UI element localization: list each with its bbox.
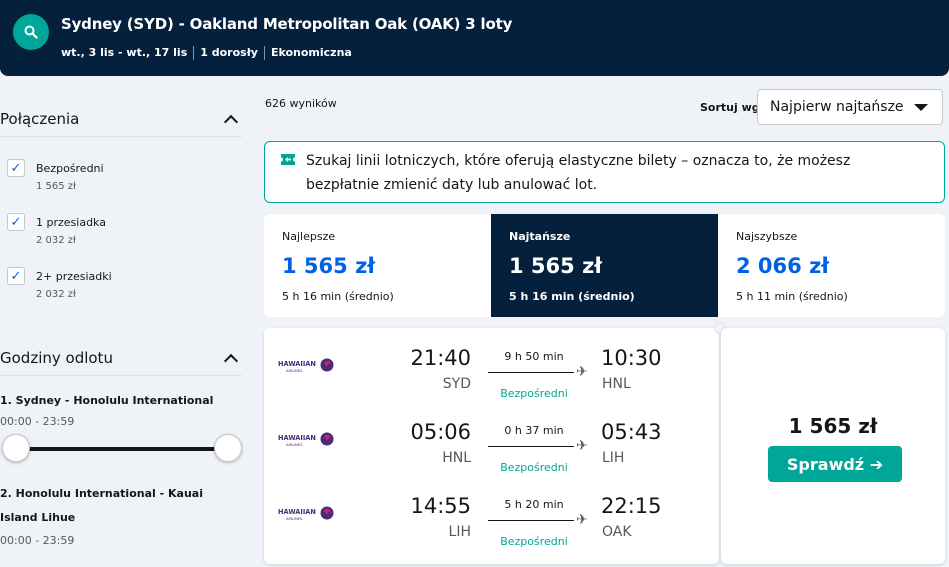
flight-leg: HAWAIIAN AIRLINES. 05:06 HNL 0 h 37 min … xyxy=(264,414,719,474)
stops-option-price: 2 032 zł xyxy=(36,235,76,246)
time-range-slider[interactable] xyxy=(0,434,242,464)
time-filter-leg-label: 1. Sydney - Honolulu International xyxy=(0,394,214,407)
arrival-time: 10:30 xyxy=(601,346,662,370)
arrival-time: 05:43 xyxy=(601,420,662,444)
one-stop-checkbox[interactable]: ✓ xyxy=(7,213,25,231)
arrival-airport: OAK xyxy=(602,524,632,540)
time-filter-leg-1: 1. Sydney - Honolulu International 00:00… xyxy=(0,394,242,464)
slider-track xyxy=(14,447,228,451)
departure-times-title: Godziny odlotu xyxy=(0,349,113,367)
flight-leg: HAWAIIAN AIRLINES. 14:55 LIH 5 h 20 min … xyxy=(264,488,719,548)
stops-option-label: 1 przesiadka xyxy=(36,216,106,229)
svg-text:AIRLINES.: AIRLINES. xyxy=(286,443,303,447)
departure-time: 14:55 xyxy=(410,494,471,518)
sort-selected-value: Najpierw najtańsze xyxy=(770,99,904,115)
tab-avg-time: 5 h 11 min (średnio) xyxy=(736,290,848,303)
departure-time: 21:40 xyxy=(410,346,471,370)
arrival-airport: HNL xyxy=(602,376,631,392)
tab-price: 1 565 zł xyxy=(282,254,376,278)
route-title[interactable]: Sydney (SYD) - Oakland Metropolitan Oak … xyxy=(61,15,513,33)
slider-max-handle[interactable] xyxy=(214,434,242,462)
svg-text:HAWAIIAN: HAWAIIAN xyxy=(278,360,316,368)
svg-text:AIRLINES.: AIRLINES. xyxy=(286,369,303,373)
banner-text: Szukaj linii lotniczych, które oferują e… xyxy=(306,153,851,193)
ticket-icon xyxy=(281,154,295,165)
tab-avg-time: 5 h 16 min (średnio) xyxy=(282,290,394,303)
plane-icon: ✈ xyxy=(576,512,588,528)
svg-text:AIRLINES.: AIRLINES. xyxy=(286,517,303,521)
tab-name: Najszybsze xyxy=(736,230,798,243)
chevron-up-icon[interactable] xyxy=(223,114,239,130)
slider-min-handle[interactable] xyxy=(2,434,30,462)
stops-option-price: 1 565 zł xyxy=(36,181,76,192)
departure-time: 05:06 xyxy=(410,420,471,444)
time-filter-range: 00:00 - 23:59 xyxy=(0,415,75,428)
tab-name: Najlepsze xyxy=(282,230,336,243)
stops-info: Bezpośredni xyxy=(500,461,568,474)
route-meta: wt., 3 lis - wt., 17 lis 1 dorosły Ekono… xyxy=(61,46,358,60)
svg-text:HAWAIIAN: HAWAIIAN xyxy=(278,434,316,442)
two-plus-checkbox[interactable]: ✓ xyxy=(7,267,25,285)
flight-duration: 5 h 20 min xyxy=(504,498,564,511)
plane-icon: ✈ xyxy=(576,438,588,454)
route-line xyxy=(488,372,574,373)
stops-option-label: 2+ przesiadki xyxy=(36,270,112,283)
stops-option-one-stop[interactable]: ✓ 1 przesiadka 2 032 zł xyxy=(0,213,242,267)
departure-airport: LIH xyxy=(448,524,471,540)
ticket-itinerary[interactable]: HAWAIIAN AIRLINES. 21:40 SYD 9 h 50 min … xyxy=(264,328,719,564)
chevron-up-icon[interactable] xyxy=(223,353,239,369)
tab-price: 2 066 zł xyxy=(736,254,830,278)
filters-sidebar: Połączenia ✓ Bezpośredni 1 565 zł ✓ 1 pr… xyxy=(0,96,242,547)
departure-times-header[interactable]: Godziny odlotu xyxy=(0,349,242,376)
cabin-class: Ekonomiczna xyxy=(263,46,358,60)
direct-checkbox[interactable]: ✓ xyxy=(7,159,25,177)
passenger-count: 1 dorosły xyxy=(193,46,264,60)
time-filter-leg-label: 2. Honolulu International - Kauai Island… xyxy=(0,487,203,524)
sort-label: Sortuj wg xyxy=(700,101,760,114)
search-button[interactable] xyxy=(13,14,49,50)
tab-best[interactable]: Najlepsze 1 565 zł 5 h 16 min (średnio) xyxy=(264,214,491,317)
sort-tabs: Najlepsze 1 565 zł 5 h 16 min (średnio) … xyxy=(264,214,945,317)
stops-filter-title: Połączenia xyxy=(0,110,80,128)
hawaiian-airlines-logo: HAWAIIAN AIRLINES. xyxy=(278,506,334,521)
tab-avg-time: 5 h 16 min (średnio) xyxy=(509,290,635,303)
svg-text:HAWAIIAN: HAWAIIAN xyxy=(278,508,316,516)
flight-leg: HAWAIIAN AIRLINES. 21:40 SYD 9 h 50 min … xyxy=(264,340,719,400)
travel-dates: wt., 3 lis - wt., 17 lis xyxy=(61,46,188,59)
arrival-time: 22:15 xyxy=(601,494,662,518)
tab-name: Najtańsze xyxy=(509,230,571,243)
stops-option-two-plus[interactable]: ✓ 2+ przesiadki 2 032 zł xyxy=(0,267,242,321)
tab-fastest[interactable]: Najszybsze 2 066 zł 5 h 11 min (średnio) xyxy=(718,214,945,317)
hawaiian-airlines-logo: HAWAIIAN AIRLINES. xyxy=(278,432,334,447)
stops-option-direct[interactable]: ✓ Bezpośredni 1 565 zł xyxy=(0,159,242,213)
stops-option-label: Bezpośredni xyxy=(36,162,104,175)
stops-option-price: 2 032 zł xyxy=(36,289,76,300)
arrival-airport: LIH xyxy=(602,450,625,466)
caret-down-icon xyxy=(914,104,928,111)
search-icon xyxy=(24,25,38,39)
sort-dropdown[interactable]: Najpierw najtańsze xyxy=(757,89,943,125)
stops-info: Bezpośredni xyxy=(500,387,568,400)
departure-airport: HNL xyxy=(442,450,471,466)
flight-duration: 0 h 37 min xyxy=(504,424,564,437)
ticket-price-panel: 1 565 zł Sprawdź ➔ xyxy=(721,328,945,564)
stops-filter-header[interactable]: Połączenia xyxy=(0,110,242,137)
tab-price: 1 565 zł xyxy=(509,254,603,278)
tab-cheapest[interactable]: Najtańsze 1 565 zł 5 h 16 min (średnio) xyxy=(491,214,718,317)
route-line xyxy=(488,446,574,447)
results-count: 626 wyników xyxy=(265,97,337,110)
time-filter-range: 00:00 - 23:59 xyxy=(0,534,75,547)
time-filter-leg-2: 2. Honolulu International - Kauai Island… xyxy=(0,482,242,547)
hawaiian-airlines-logo: HAWAIIAN AIRLINES. xyxy=(278,358,334,373)
check-button[interactable]: Sprawdź ➔ xyxy=(768,446,902,482)
flight-duration: 9 h 50 min xyxy=(504,350,564,363)
plane-icon: ✈ xyxy=(576,364,588,380)
departure-airport: SYD xyxy=(442,376,471,392)
route-line xyxy=(488,520,574,521)
stops-info: Bezpośredni xyxy=(500,535,568,548)
flexible-tickets-banner: Szukaj linii lotniczych, które oferują e… xyxy=(264,141,945,203)
search-summary-header: Sydney (SYD) - Oakland Metropolitan Oak … xyxy=(0,0,949,76)
ticket-price: 1 565 zł xyxy=(788,414,878,438)
